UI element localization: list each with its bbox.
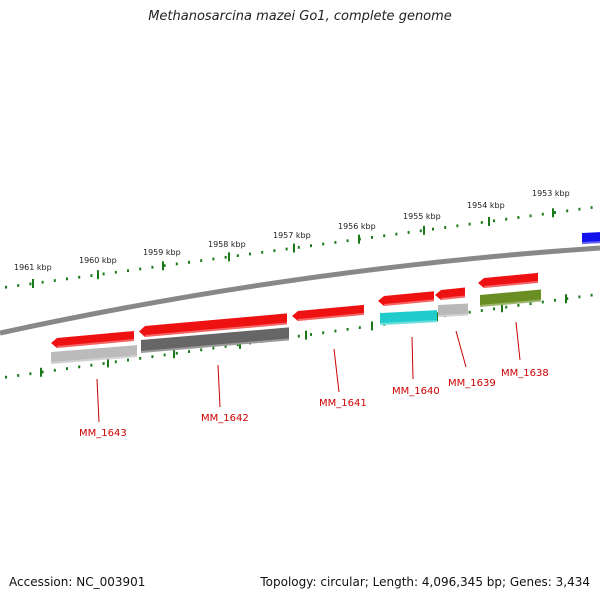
- feature-MM_1638-feature-shade: [480, 299, 541, 307]
- gene-MM_1641[interactable]: [292, 304, 364, 321]
- feature-track: [51, 232, 600, 364]
- kbp-label: 1960 kbp: [79, 256, 117, 265]
- gene-label[interactable]: MM_1639: [448, 378, 496, 389]
- gene-MM_1641-shade: [298, 312, 364, 321]
- feature-MM_1640-feature[interactable]: [380, 310, 437, 325]
- gene-leader-line: [96, 378, 100, 423]
- gene-MM_1643[interactable]: [51, 330, 134, 348]
- gene-MM_1642-shade: [145, 322, 287, 337]
- genome-summary: Topology: circular; Length: 4,096,345 bp…: [260, 575, 590, 589]
- gene-label[interactable]: MM_1640: [392, 386, 440, 397]
- gene-leader-line: [455, 330, 467, 368]
- kbp-label: 1954 kbp: [467, 201, 505, 210]
- feature-edge-feature-shade: [582, 241, 600, 244]
- kbp-label: 1958 kbp: [208, 240, 246, 249]
- gene-MM_1638[interactable]: [478, 272, 538, 288]
- kbp-label: 1953 kbp: [532, 189, 570, 198]
- gene-track: [51, 272, 538, 348]
- kbp-label: 1956 kbp: [338, 222, 376, 231]
- feature-MM_1639-feature-shade: [438, 313, 468, 317]
- feature-MM_1639-feature[interactable]: [438, 303, 468, 318]
- kbp-label: 1957 kbp: [273, 231, 311, 240]
- gene-label[interactable]: MM_1641: [319, 398, 367, 409]
- feature-MM_1638-feature[interactable]: [480, 289, 541, 307]
- gene-MM_1640[interactable]: [378, 291, 434, 306]
- gene-MM_1640-shade: [384, 299, 434, 306]
- kbp-label: 1955 kbp: [403, 212, 441, 221]
- feature-MM_1640-feature-shade: [380, 320, 437, 325]
- genome-title: Methanosarcina mazei Go1, complete genom…: [148, 9, 452, 24]
- gene-leader-line: [217, 364, 221, 408]
- gene-labels: MM_1643 MM_1642 MM_1641 MM_1640 MM_1639 MM_16…: [79, 321, 549, 439]
- gene-leader-line: [411, 336, 414, 380]
- gene-MM_1643-shade: [57, 338, 134, 348]
- kbp-label: 1961 kbp: [14, 263, 52, 272]
- outer-tick-track: [5, 206, 593, 289]
- feature-MM_1642-feature[interactable]: [141, 327, 289, 353]
- accession-text: Accession: NC_003901: [9, 575, 146, 589]
- genome-backbone: [0, 245, 600, 336]
- gene-leader-line: [515, 321, 521, 361]
- gene-leader-line: [333, 348, 340, 393]
- feature-MM_1643-feature-shade: [51, 355, 137, 364]
- gene-label[interactable]: MM_1643: [79, 428, 127, 439]
- kbp-label: 1959 kbp: [143, 248, 181, 257]
- gene-MM_1639-shade: [441, 295, 465, 300]
- kbp-scale: 1961 kbp 1960 kbp 1959 kbp 1958 kbp 1957 kbp…: [14, 189, 570, 272]
- feature-MM_1642-feature-shade: [141, 338, 289, 353]
- feature-MM_1643-feature[interactable]: [51, 345, 137, 364]
- gene-MM_1638-shade: [484, 280, 538, 288]
- gene-MM_1642[interactable]: [139, 313, 287, 337]
- feature-edge-feature[interactable]: [582, 232, 600, 244]
- gene-MM_1639[interactable]: [435, 287, 465, 300]
- gene-label[interactable]: MM_1638: [501, 368, 549, 379]
- gene-label[interactable]: MM_1642: [201, 413, 249, 424]
